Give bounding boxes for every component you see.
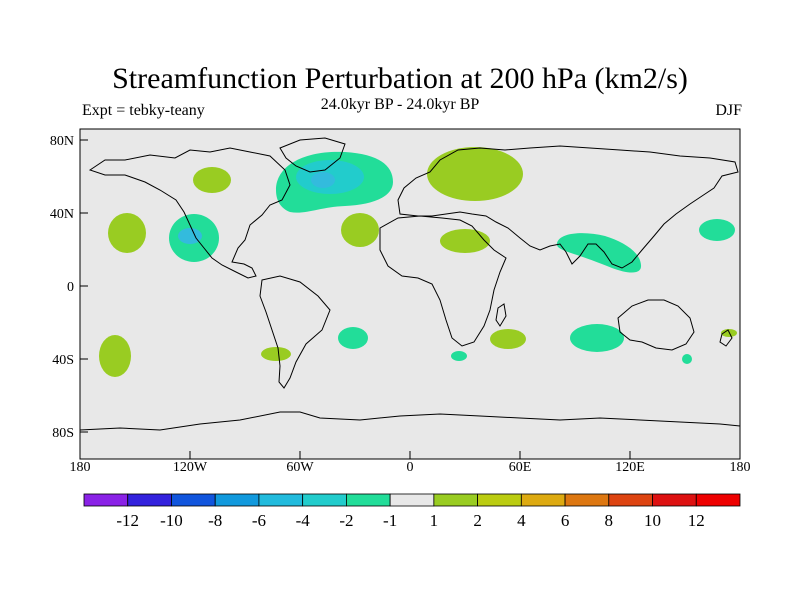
colorbar-label-2: -8: [208, 511, 222, 530]
anomaly-positive-safrica: [490, 329, 526, 349]
colorbar-swatch-8: [433, 493, 479, 507]
lat-tick-label-2: 0: [67, 280, 74, 295]
anomaly-positive-npacific: [108, 213, 146, 253]
anomaly-negative-sindian: [451, 351, 467, 361]
anomaly-positive-atlantic: [341, 213, 379, 247]
colorbar: -12 -10 -8 -6 -4 -2 -1 1 2 4 6 8 10 12: [83, 493, 741, 530]
positive-anomalies: [99, 147, 737, 377]
coastline-madagascar: [495, 303, 507, 327]
lon-tick-label-4: 60E: [509, 460, 532, 475]
colorbar-swatch-13: [652, 493, 697, 507]
coastline-north-america: [88, 147, 291, 279]
negative-anomalies: [169, 151, 735, 364]
anomaly-negative-westus-core: [178, 228, 202, 244]
latitude-axis: 80N 40N 0 40S 80S: [50, 134, 88, 441]
anomaly-positive-sargentina: [261, 347, 291, 361]
longitude-axis: 180 120W 60W 0 60E 120E 180: [70, 451, 751, 475]
coastline-australia: [617, 299, 695, 351]
anomaly-positive-nafrica: [440, 229, 490, 253]
period-label: 24.0kyr BP - 24.0kyr BP: [320, 96, 480, 113]
anomaly-negative-seasia: [556, 233, 642, 273]
coastlines: [79, 137, 741, 431]
colorbar-swatch-5: [302, 493, 347, 507]
colorbar-label-6: -1: [383, 511, 397, 530]
season-label: DJF: [715, 102, 742, 119]
colorbar-label-1: -10: [160, 511, 183, 530]
colorbar-label-10: 6: [561, 511, 570, 530]
coastline-antarctica: [79, 411, 741, 431]
colorbar-swatch-12: [608, 493, 653, 507]
plot-title: Streamfunction Perturbation at 200 hPa (…: [112, 62, 688, 95]
lon-tick-label-1: 120W: [173, 460, 208, 475]
lon-tick-label-6: 180: [730, 460, 751, 475]
colorbar-swatch-1: [127, 493, 172, 507]
coastline-greenland: [279, 137, 346, 173]
lat-tick-label-3: 40S: [52, 353, 74, 368]
anomaly-positive-spacific: [99, 335, 131, 377]
colorbar-swatch-10: [520, 493, 566, 507]
colorbar-swatch-11: [564, 493, 610, 507]
colorbar-label-5: -2: [339, 511, 353, 530]
colorbar-label-7: 1: [430, 511, 439, 530]
colorbar-swatch-2: [171, 493, 216, 507]
lon-tick-label-0: 180: [70, 460, 91, 475]
lat-tick-label-1: 40N: [50, 207, 74, 222]
colorbar-swatch-0: [83, 493, 129, 507]
colorbar-label-12: 10: [644, 511, 661, 530]
lon-tick-label-3: 0: [407, 460, 414, 475]
lon-tick-label-2: 60W: [286, 460, 314, 475]
colorbar-swatch-9: [477, 493, 522, 507]
lon-tick-label-5: 120E: [615, 460, 645, 475]
colorbar-swatch-3: [214, 493, 260, 507]
colorbar-swatch-7: [389, 493, 435, 507]
coastline-eurasia: [397, 145, 739, 269]
coastline-africa: [379, 215, 507, 347]
colorbar-label-3: -6: [252, 511, 266, 530]
colorbar-label-9: 4: [517, 511, 526, 530]
anomaly-negative-natlantic-peak: [311, 172, 335, 188]
colorbar-swatch-4: [258, 493, 304, 507]
anomaly-negative-indian: [570, 324, 624, 352]
colorbar-label-13: 12: [688, 511, 705, 530]
lat-tick-label-0: 80N: [50, 134, 74, 149]
anomaly-negative-satlantic: [338, 327, 368, 349]
colorbar-label-8: 2: [473, 511, 482, 530]
experiment-label: Expt = tebky-teany: [82, 102, 205, 119]
colorbar-label-0: -12: [116, 511, 139, 530]
colorbar-swatch-6: [345, 493, 391, 507]
anomaly-negative-npacific-east: [699, 219, 735, 241]
anomaly-positive-canada: [193, 167, 231, 193]
lat-tick-label-4: 80S: [52, 426, 74, 441]
coastline-new-zealand: [719, 329, 733, 347]
anomaly-negative-tasman: [682, 354, 692, 364]
map-background: [79, 128, 741, 460]
anomaly-positive-europe: [427, 147, 523, 201]
colorbar-swatch-14: [695, 493, 741, 507]
coastline-south-america: [259, 275, 331, 389]
colorbar-label-4: -4: [296, 511, 311, 530]
colorbar-label-11: 8: [605, 511, 614, 530]
